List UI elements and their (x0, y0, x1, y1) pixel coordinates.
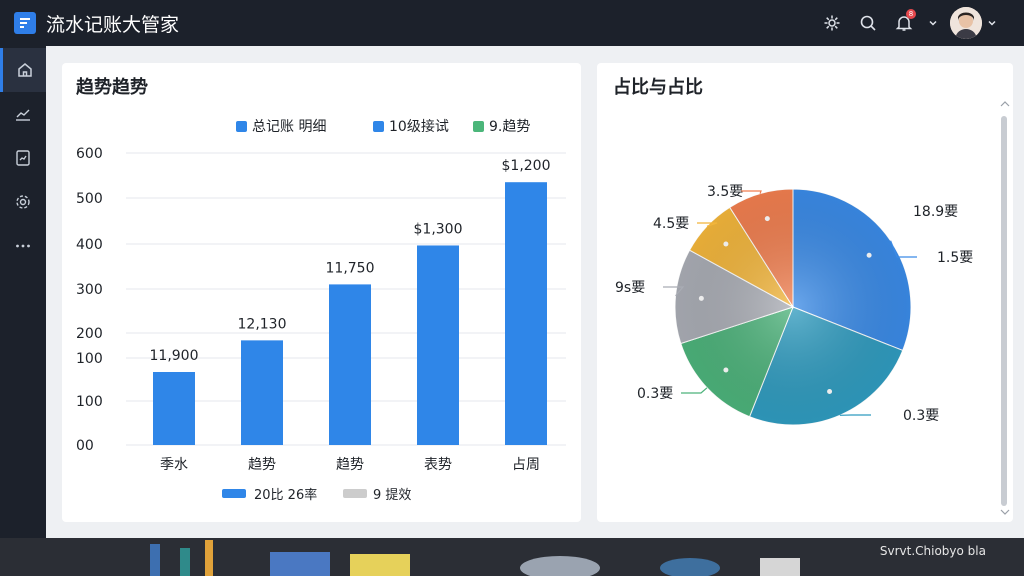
pie-chart-title: 占比与占比 (613, 77, 703, 98)
bar-legend-top: 总记账 明细 10级接试 9.趋势 (236, 118, 530, 135)
bar-data-label: $1,300 (414, 221, 463, 237)
chart-icon (16, 109, 30, 121)
home-icon (17, 63, 32, 77)
bar-chart: 00 100 100 200 300 400 500 600 11,900 12,130 11,7… (76, 118, 566, 503)
bar (241, 340, 283, 445)
app-title: 流水记账大管家 (46, 13, 180, 36)
y-tick-label: 00 (76, 438, 94, 454)
y-tick-label: 200 (76, 326, 103, 342)
pie-extra-label: 18.9要 (913, 204, 958, 220)
pie-slice-label: 0.3要 (903, 408, 939, 424)
bar-data-label: $1,200 (502, 158, 551, 174)
pie-shading (675, 189, 911, 425)
bar-legend-bottom: 20比 26率 9 提效 (222, 487, 411, 503)
bar-data-label: 12,130 (238, 316, 287, 332)
legend-swatch (222, 489, 246, 498)
legend-swatch (343, 489, 367, 498)
y-tick-label: 400 (76, 237, 103, 253)
notification-bell-icon[interactable]: 8 (886, 0, 922, 46)
legend-swatch (373, 121, 384, 132)
bar (329, 284, 371, 445)
pie-slice-label: 3.5要 (707, 184, 743, 200)
notification-badge: 8 (906, 9, 916, 19)
account-chevron-down-icon[interactable] (982, 0, 1002, 46)
pie-slice-label: 0.3要 (637, 386, 673, 402)
settings-icon (16, 195, 30, 209)
more-icon (16, 244, 30, 248)
y-tick-label: 100 (76, 394, 103, 410)
pie-slice-label: 1.5要 (937, 250, 973, 266)
sidebar-item-more[interactable] (0, 224, 46, 268)
top-bar: 流水记账大管家 8 (0, 0, 1024, 46)
legend-label: 20比 26率 (254, 487, 317, 503)
search-icon[interactable] (850, 0, 886, 46)
y-tick-label: 600 (76, 146, 103, 162)
x-tick-label: 季水 (160, 457, 188, 473)
report-icon (16, 150, 30, 166)
sidebar (0, 46, 46, 538)
legend-label: 10级接试 (389, 118, 449, 135)
bar-chart-card: 趋势趋势 00 100 100 200 300 400 500 600 11,900 12,13… (62, 63, 581, 522)
pie-leader-line (697, 222, 718, 227)
pie-leader-line (741, 190, 762, 194)
bar-data-label: 11,900 (150, 348, 199, 364)
pie-leader-line (663, 286, 685, 297)
bar (505, 182, 547, 445)
x-tick-label: 趋势 (336, 457, 364, 473)
pie-leader-line (681, 387, 708, 394)
chevron-down-icon[interactable] (922, 0, 944, 46)
background-photo-strip: Svrvt.Chiobyo bla (0, 538, 1024, 576)
y-tick-label: 300 (76, 282, 103, 298)
x-tick-label: 表势 (424, 457, 452, 473)
x-tick-label: 占周 (512, 457, 540, 473)
bar-data-label: 11,750 (326, 260, 375, 276)
pie-slice-label: 4.5要 (653, 216, 689, 232)
bar-chart-title: 趋势趋势 (76, 77, 148, 98)
x-tick-label: 趋势 (248, 457, 276, 473)
pie-card-scrollbar[interactable] (997, 98, 1013, 518)
y-tick-label: 100 (76, 351, 103, 367)
pie-chart: 1.5要 0.3要 0.3要 9s要 4.5要 3.5要 18.9要 (615, 184, 973, 426)
legend-label: 9.趋势 (489, 119, 530, 135)
sidebar-item-settings[interactable] (0, 180, 46, 224)
legend-label: 总记账 明细 (252, 119, 326, 135)
pie-leader-line (890, 240, 917, 258)
legend-label: 9 提效 (373, 487, 411, 503)
sidebar-item-reports[interactable] (0, 136, 46, 180)
app-logo-icon (14, 12, 36, 34)
pie-slice-label: 9s要 (615, 280, 645, 296)
bar (153, 372, 195, 445)
sidebar-item-home[interactable] (0, 48, 46, 92)
photo-credit: Svrvt.Chiobyo bla (879, 544, 986, 558)
sidebar-item-trends[interactable] (0, 92, 46, 136)
legend-swatch (236, 121, 247, 132)
legend-swatch (473, 121, 484, 132)
user-avatar[interactable] (950, 7, 982, 39)
y-tick-label: 500 (76, 191, 103, 207)
pie-chart-card: 占比与占比 1.5要 0.3要 0.3要 9s要 4.5要 3.5要 18.9要 (597, 63, 1013, 522)
bar (417, 245, 459, 445)
settings-gear-icon[interactable] (814, 0, 850, 46)
